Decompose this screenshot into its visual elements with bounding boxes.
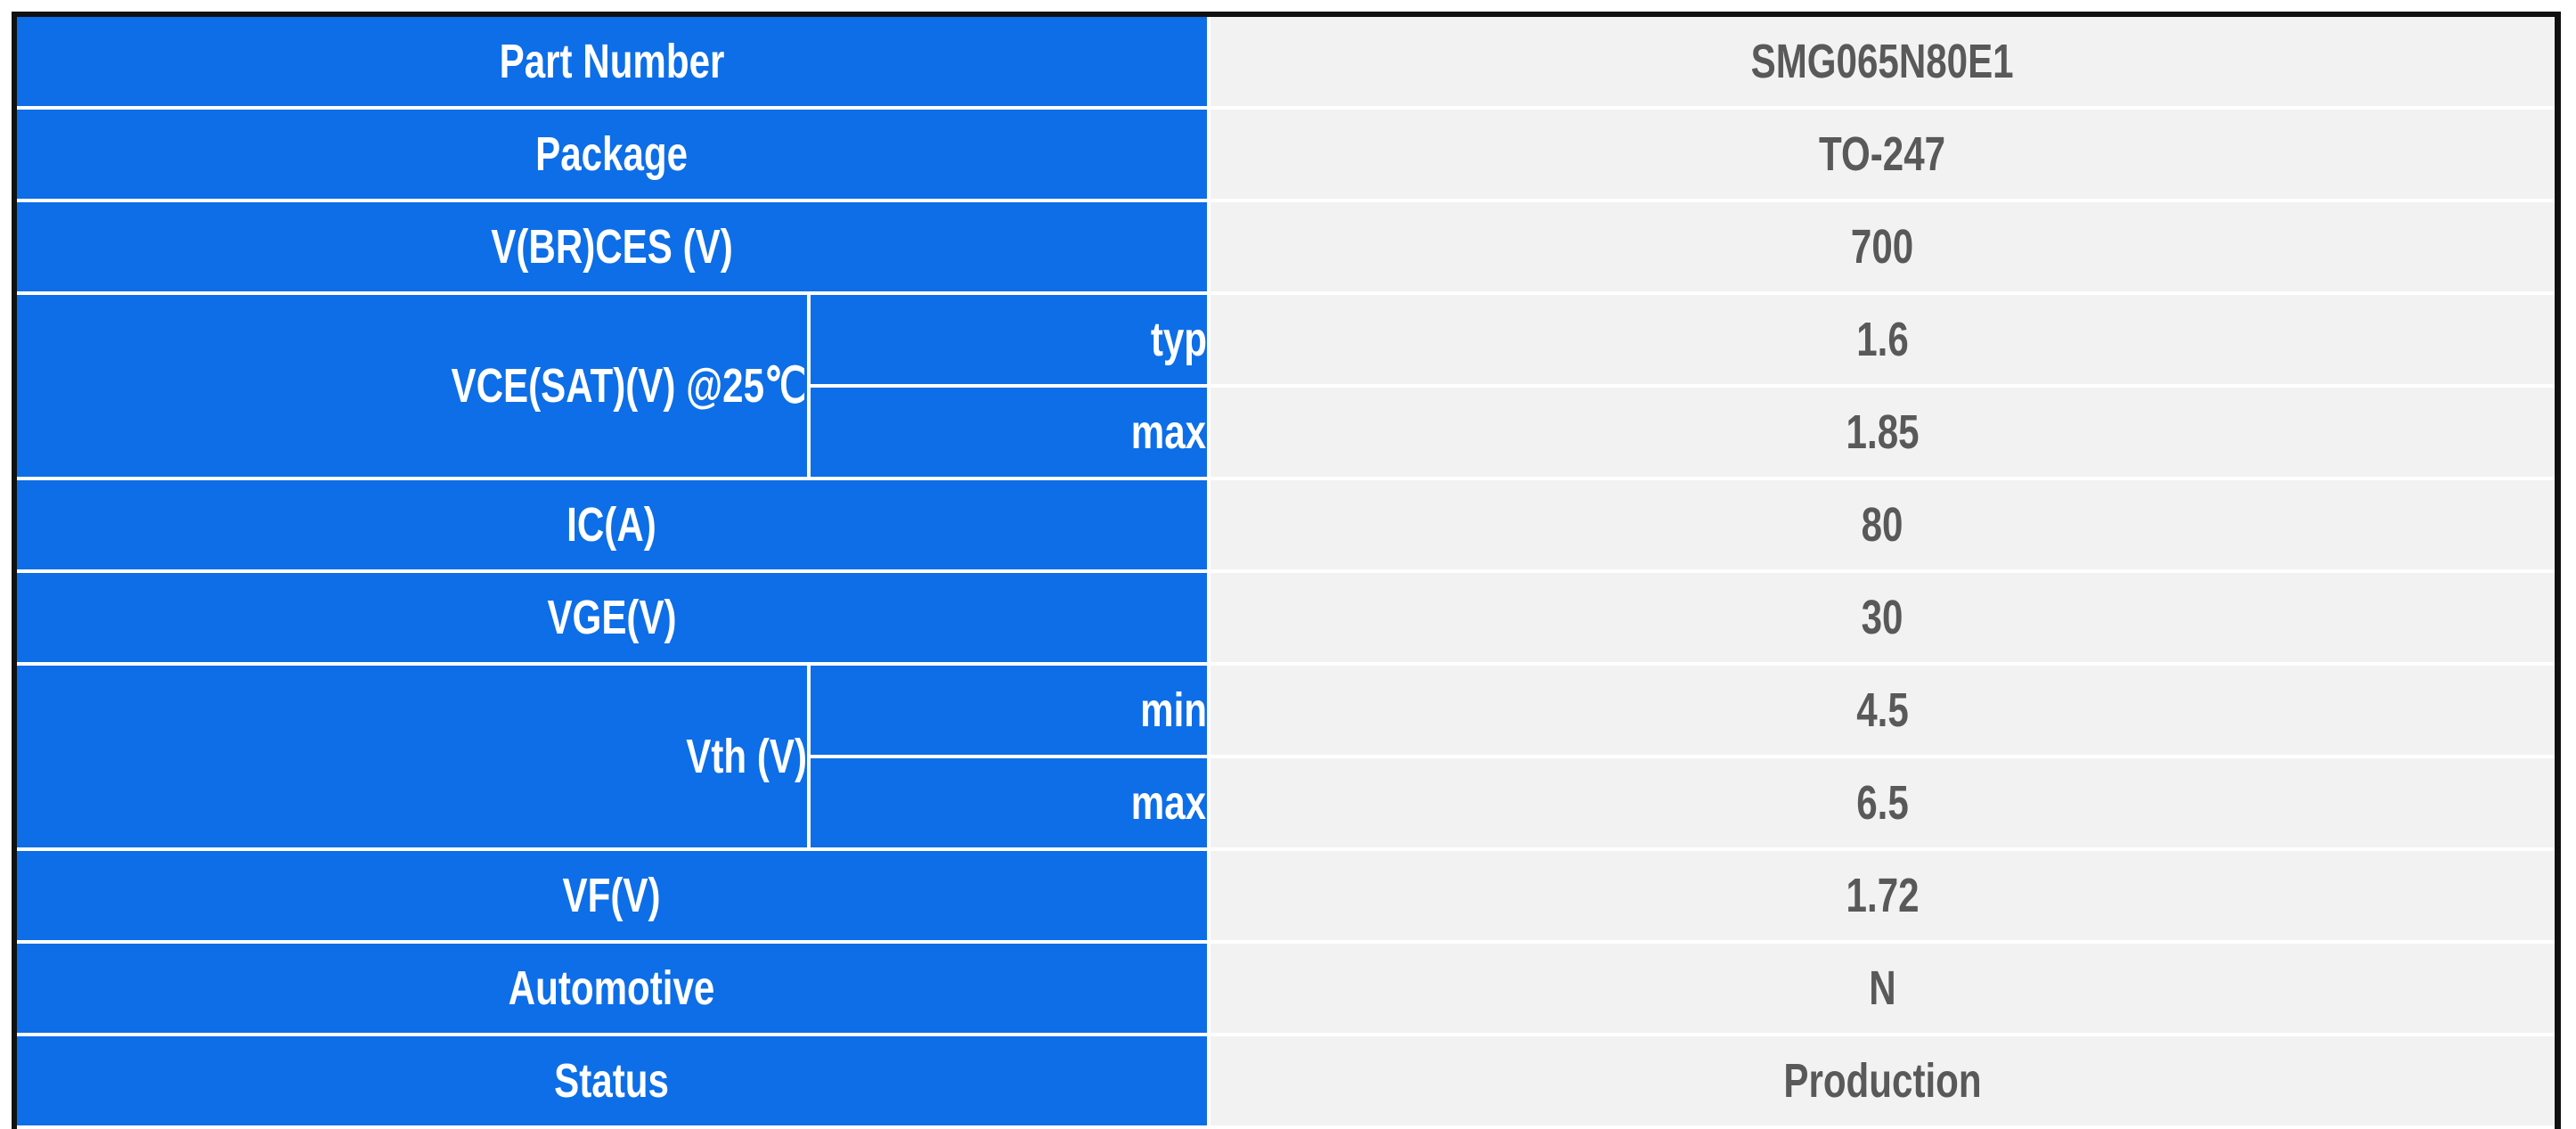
- param-label-text: Part Number: [499, 35, 725, 88]
- sub-param-label-text: max: [1131, 405, 1207, 459]
- param-value: 30: [1206, 569, 2560, 666]
- param-label-text: Automotive: [508, 961, 715, 1015]
- sub-param-label: typ: [806, 291, 1211, 388]
- sub-param-label: max: [806, 755, 1211, 851]
- param-label: Part Number: [12, 12, 1211, 110]
- param-value-text: 1.72: [1846, 869, 1920, 922]
- table-row: IC(A) 80: [12, 477, 2560, 573]
- spec-table-container: Part Number SMG065N80E1 Package TO-247 V…: [12, 12, 2561, 1129]
- param-value: Production: [1206, 1033, 2560, 1129]
- param-value: 4.5: [1206, 662, 2560, 758]
- param-value: 1.6: [1206, 291, 2560, 388]
- table-row: Part Number SMG065N80E1: [12, 12, 2560, 110]
- spec-table: Part Number SMG065N80E1 Package TO-247 V…: [12, 12, 2561, 1129]
- param-value-text: TO-247: [1819, 127, 1946, 181]
- sub-param-label: min: [806, 662, 1211, 758]
- param-label-text: Status: [554, 1054, 670, 1108]
- param-value: 700: [1206, 199, 2560, 295]
- param-value: 1.72: [1206, 847, 2560, 944]
- param-value: 80: [1206, 477, 2560, 573]
- param-label-text: VCE(SAT)(V) @25℃: [451, 359, 807, 413]
- sub-param-label-text: typ: [1150, 313, 1207, 366]
- param-label-text: Package: [535, 127, 689, 181]
- param-label: Package: [12, 106, 1211, 202]
- table-row: VF(V) 1.72: [12, 847, 2560, 944]
- param-value-text: 6.5: [1855, 776, 1909, 830]
- table-row: VCE(SAT)(V) @25℃ typ 1.6: [12, 291, 2560, 480]
- param-label-group: VCE(SAT)(V) @25℃: [12, 291, 811, 480]
- param-label: VGE(V): [12, 569, 1211, 666]
- sub-param-label: max: [806, 384, 1211, 480]
- table-row: max 1.85: [14, 384, 2560, 480]
- param-value-text: 700: [1851, 220, 1914, 274]
- param-value: 6.5: [1206, 755, 2560, 851]
- table-row: VGE(V) 30: [12, 569, 2560, 666]
- table-row: max 6.5: [14, 755, 2560, 851]
- param-value-text: 1.6: [1855, 313, 1909, 366]
- param-label: Status: [12, 1033, 1211, 1129]
- table-row: V(BR)CES (V) 700: [12, 199, 2560, 295]
- table-row: Vth (V) min 4.5: [12, 662, 2560, 851]
- sub-param-label-text: min: [1139, 683, 1207, 737]
- param-label: V(BR)CES (V): [12, 199, 1211, 295]
- param-label-text: V(BR)CES (V): [491, 220, 733, 274]
- param-value-text: N: [1869, 961, 1896, 1015]
- param-label-text: VF(V): [562, 869, 661, 922]
- param-label-text: VGE(V): [547, 591, 677, 644]
- param-label-text: Vth (V): [685, 730, 807, 783]
- param-value-text: 30: [1861, 591, 1903, 644]
- table-row: Package TO-247: [12, 106, 2560, 202]
- param-label: VF(V): [12, 847, 1211, 944]
- param-label-text: IC(A): [567, 498, 657, 552]
- param-value: SMG065N80E1: [1206, 12, 2560, 110]
- param-value-text: SMG065N80E1: [1750, 35, 2014, 88]
- param-value-text: 80: [1861, 498, 1903, 552]
- param-label-group: Vth (V): [12, 662, 811, 851]
- param-label: Automotive: [12, 940, 1211, 1036]
- param-value-text: Production: [1783, 1054, 1982, 1108]
- param-label: IC(A): [12, 477, 1211, 573]
- param-value-text: 4.5: [1855, 683, 1909, 737]
- param-value: N: [1206, 940, 2560, 1036]
- sub-param-label-text: max: [1131, 776, 1207, 830]
- param-value-text: 1.85: [1846, 405, 1920, 459]
- param-value: 1.85: [1206, 384, 2560, 480]
- param-value: TO-247: [1206, 106, 2560, 202]
- table-row: Automotive N: [12, 940, 2560, 1036]
- table-row: Status Production: [12, 1033, 2560, 1129]
